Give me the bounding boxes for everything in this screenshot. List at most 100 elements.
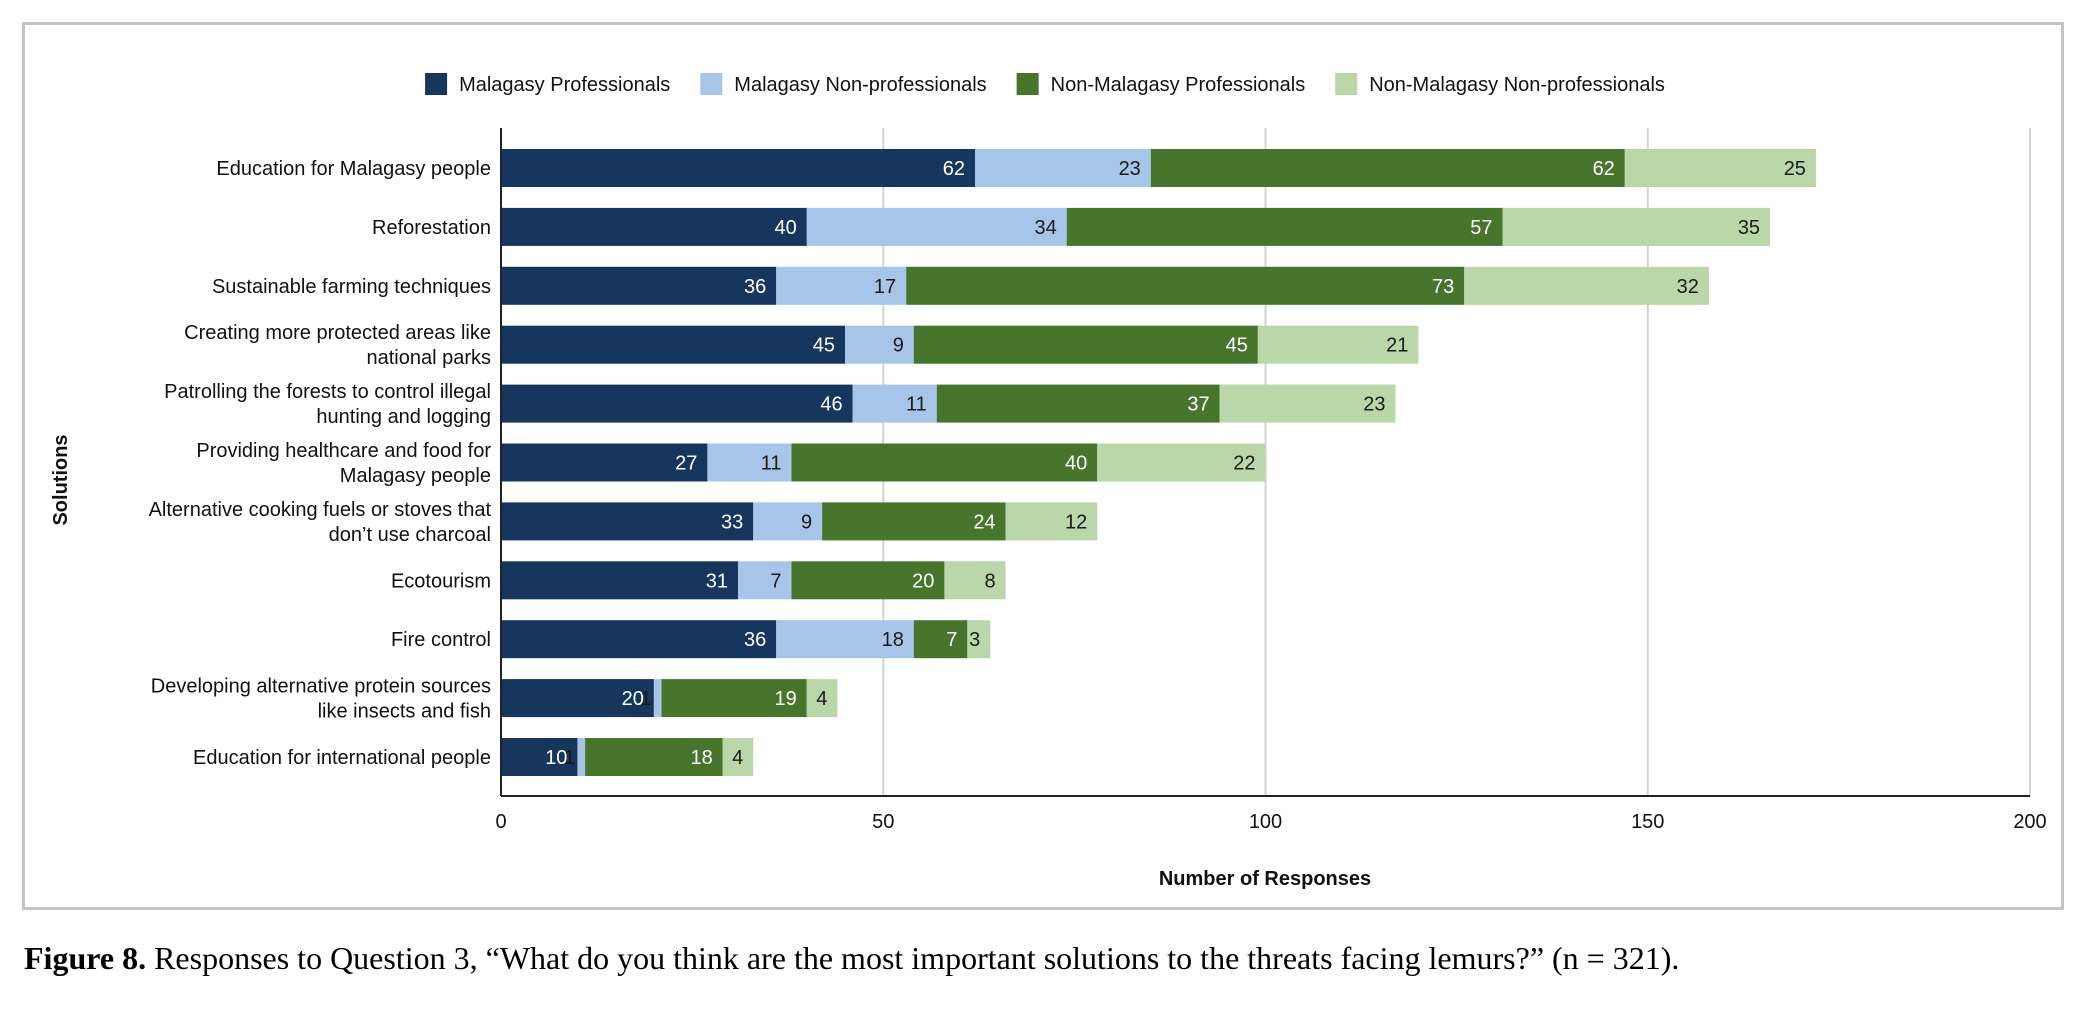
bar-segment <box>936 384 1220 423</box>
bar-segment <box>791 443 1098 482</box>
bar-segment <box>967 620 991 659</box>
data-label: 34 <box>1034 217 1056 239</box>
legend-label: Malagasy Non-professionals <box>734 74 986 96</box>
bar-segment <box>577 738 586 776</box>
data-label: 25 <box>1784 158 1806 180</box>
figure-caption: Figure 8. Responses to Question 3, “What… <box>24 940 1679 977</box>
bar-segment <box>806 207 1067 246</box>
data-label: 11 <box>906 394 927 416</box>
category-label: Ecotourism <box>391 570 491 592</box>
bar-segment <box>913 620 968 659</box>
data-label: 27 <box>675 453 697 475</box>
data-label: 32 <box>1677 276 1699 298</box>
data-label: 20 <box>912 570 934 592</box>
category-label: national parks <box>366 347 491 369</box>
data-label: 19 <box>775 688 797 710</box>
category-label: like insects and fish <box>318 701 491 723</box>
data-label: 57 <box>1470 217 1492 239</box>
legend-label: Malagasy Professionals <box>459 74 670 96</box>
data-label: 11 <box>761 453 782 475</box>
bar-segment <box>722 738 754 776</box>
x-tick-label: 150 <box>1631 811 1664 833</box>
legend-item: Malagasy Professionals <box>425 73 670 96</box>
category-label: Malagasy people <box>340 465 491 487</box>
stacked-bar-chart: Malagasy Professionals Malagasy Non-profe… <box>50 73 2047 890</box>
data-label: 22 <box>1233 453 1255 475</box>
legend-swatch <box>425 73 448 95</box>
category-label: Sustainable farming techniques <box>212 276 491 298</box>
data-label: 3 <box>969 629 980 651</box>
y-axis-title: Solutions <box>50 434 72 525</box>
bar-segment <box>501 620 777 659</box>
legend-item: Malagasy Non-professionals <box>700 73 987 96</box>
data-label: 8 <box>984 570 995 592</box>
data-label: 62 <box>943 158 965 180</box>
bar-segment <box>585 738 723 776</box>
data-label: 36 <box>744 629 766 651</box>
data-label: 18 <box>690 747 712 769</box>
bar-segment <box>791 561 945 600</box>
bar-segment <box>501 443 708 482</box>
data-label: 40 <box>1065 453 1087 475</box>
legend-label: Non-Malagasy Non-professionals <box>1369 74 1665 96</box>
bar-segment <box>776 620 914 659</box>
data-label: 36 <box>744 276 766 298</box>
bar-segment <box>974 149 1151 187</box>
bar-segment <box>806 679 838 718</box>
data-label: 40 <box>775 217 797 239</box>
bar-segment <box>1464 266 1709 305</box>
data-label: 20 <box>622 688 644 710</box>
data-label: 1 <box>564 747 575 769</box>
category-label: Alternative cooking fuels or stoves that <box>149 499 492 521</box>
bar-segment <box>1005 502 1098 541</box>
bar-segment <box>501 561 738 600</box>
caption-text: Responses to Question 3, “What do you th… <box>146 940 1680 976</box>
bar-segment <box>501 738 578 776</box>
x-tick-labels: 0 50 100 150 200 <box>495 811 2046 833</box>
bar-segment <box>906 266 1465 305</box>
bar-segment <box>776 266 907 305</box>
data-label: 37 <box>1187 394 1209 416</box>
category-label: Reforestation <box>372 217 491 239</box>
data-label: 1 <box>640 688 651 710</box>
data-label: 35 <box>1738 217 1760 239</box>
data-label: 62 <box>1593 158 1615 180</box>
data-label: 18 <box>882 629 904 651</box>
data-label: 45 <box>813 335 835 357</box>
category-labels: Education for Malagasy people Reforestati… <box>149 158 492 769</box>
bar-segment <box>653 679 662 718</box>
x-tick-label: 100 <box>1249 811 1282 833</box>
bar-segment <box>822 502 1006 541</box>
category-label: Education for Malagasy people <box>216 158 491 180</box>
data-label: 24 <box>973 511 995 533</box>
x-tick-label: 200 <box>2013 811 2046 833</box>
category-label: Patrolling the forests to control illega… <box>164 381 491 403</box>
x-axis-title: Number of Responses <box>1159 868 1371 890</box>
bar-segment <box>1257 325 1419 364</box>
bar-segment <box>1097 443 1266 482</box>
bar-segment <box>753 502 823 541</box>
data-label: 31 <box>706 570 728 592</box>
bar-segment <box>1219 384 1396 423</box>
legend-label: Non-Malagasy Professionals <box>1051 74 1306 96</box>
category-label: Fire control <box>391 629 491 651</box>
bar-segment <box>501 679 654 718</box>
bar-segment <box>501 384 853 423</box>
data-label: 21 <box>1386 335 1408 357</box>
bar-segment <box>913 325 1258 364</box>
data-label: 45 <box>1226 335 1248 357</box>
legend-item: Non-Malagasy Non-professionals <box>1335 73 1665 96</box>
category-label: Education for international people <box>193 747 491 769</box>
chart-legend: Malagasy Professionals Malagasy Non-profe… <box>425 73 1665 96</box>
category-label: Creating more protected areas like <box>184 322 491 344</box>
category-label: Developing alternative protein sources <box>151 676 491 698</box>
data-label: 9 <box>801 511 812 533</box>
data-label: 33 <box>721 511 743 533</box>
data-label: 9 <box>893 335 904 357</box>
category-label: Providing healthcare and food for <box>196 440 491 462</box>
legend-item: Non-Malagasy Professionals <box>1016 73 1306 96</box>
bar-segment <box>501 325 846 364</box>
bar-segment <box>501 149 975 187</box>
bar-segment <box>1502 207 1771 246</box>
